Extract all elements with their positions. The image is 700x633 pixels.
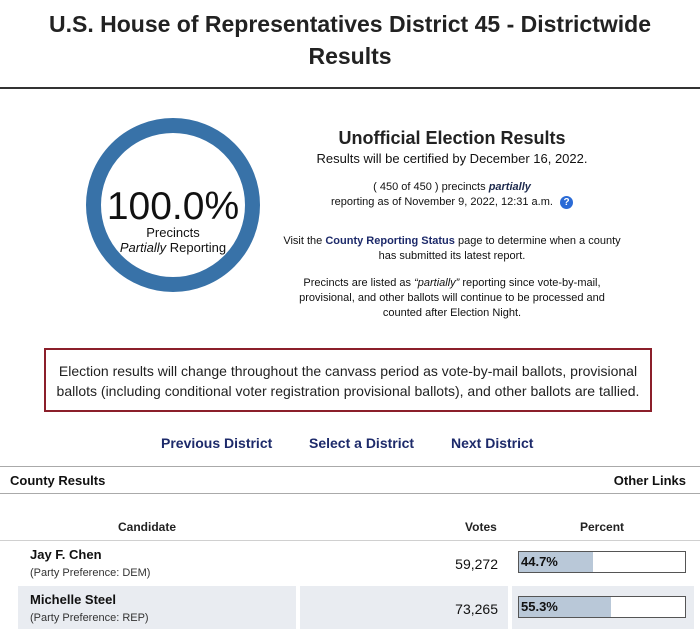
note-prefix: Precincts are listed as bbox=[303, 277, 412, 289]
visit-prefix: Visit the bbox=[283, 235, 323, 247]
table-row: Jay F. Chen (Party Preference: DEM) 59,272… bbox=[0, 541, 700, 584]
precincts-status: ( 450 of 450 ) precincts partially repor… bbox=[282, 180, 622, 210]
percent-bar: 55.3% bbox=[518, 596, 686, 618]
canvass-notice: Election results will change throughout … bbox=[44, 348, 652, 412]
reporting-label-status: Partially Reporting bbox=[101, 240, 245, 255]
partial-reporting-note: Precincts are listed as “partially” repo… bbox=[282, 276, 622, 321]
candidate-party: (Party Preference: DEM) bbox=[30, 567, 151, 579]
next-district-link[interactable]: Next District bbox=[451, 435, 534, 451]
county-status-note: Visit the County Reporting Status page t… bbox=[282, 234, 622, 264]
precincts-partially: partially bbox=[488, 181, 531, 193]
header-percent: Percent bbox=[580, 520, 625, 534]
candidate-name: Michelle Steel bbox=[30, 592, 116, 607]
reporting-label-precincts: Precincts bbox=[146, 225, 200, 240]
other-links-toggle[interactable]: Other Links bbox=[613, 473, 686, 488]
percent-bar-fill bbox=[519, 552, 594, 572]
section-bar: County Results Other Links bbox=[0, 466, 700, 494]
candidate-votes: 59,272 bbox=[455, 556, 498, 572]
reporting-ring: 100.0% Precincts Partially Reporting bbox=[86, 118, 260, 292]
results-summary: Unofficial Election Results Results will… bbox=[282, 126, 622, 321]
header-divider bbox=[0, 540, 700, 541]
reporting-percent: 100.0% bbox=[106, 185, 240, 228]
reporting-label-reporting: Reporting bbox=[169, 240, 227, 255]
title-divider bbox=[0, 87, 700, 89]
previous-district-link[interactable]: Previous District bbox=[161, 435, 273, 451]
header-votes: Votes bbox=[465, 520, 497, 534]
note-partially: “partially” bbox=[414, 277, 460, 289]
summary-title: Unofficial Election Results bbox=[338, 128, 566, 148]
precincts-count: ( 450 of 450 ) precincts bbox=[373, 181, 486, 193]
row-cell-background bbox=[18, 586, 296, 629]
candidate-votes: 73,265 bbox=[455, 601, 498, 617]
table-row: Michelle Steel (Party Preference: REP) 73,… bbox=[0, 586, 700, 629]
select-district-link[interactable]: Select a District bbox=[309, 435, 415, 451]
candidate-percent: 55.3% bbox=[521, 599, 558, 614]
county-results-toggle[interactable]: County Results bbox=[10, 473, 106, 488]
visit-suffix: page to determine when a county has subm… bbox=[378, 235, 621, 262]
candidate-percent: 44.7% bbox=[521, 554, 558, 569]
reporting-label-partially: Partially bbox=[119, 240, 167, 255]
candidate-name: Jay F. Chen bbox=[30, 547, 102, 562]
percent-bar-fill bbox=[519, 597, 611, 617]
header-candidate: Candidate bbox=[118, 520, 177, 534]
row-cell-background bbox=[300, 586, 508, 629]
candidate-party: (Party Preference: REP) bbox=[30, 612, 149, 624]
percent-bar: 44.7% bbox=[518, 551, 686, 573]
page-title: U.S. House of Representatives District 4… bbox=[48, 11, 651, 69]
reporting-time: reporting as of November 9, 2022, 12:31 … bbox=[330, 196, 553, 208]
county-reporting-status-link[interactable]: County Reporting Status bbox=[325, 235, 455, 247]
help-icon[interactable]: ? bbox=[560, 195, 574, 209]
note-suffix: reporting since vote-by-mail, provisiona… bbox=[299, 277, 605, 319]
certification-date: Results will be certified by December 16… bbox=[316, 151, 588, 166]
